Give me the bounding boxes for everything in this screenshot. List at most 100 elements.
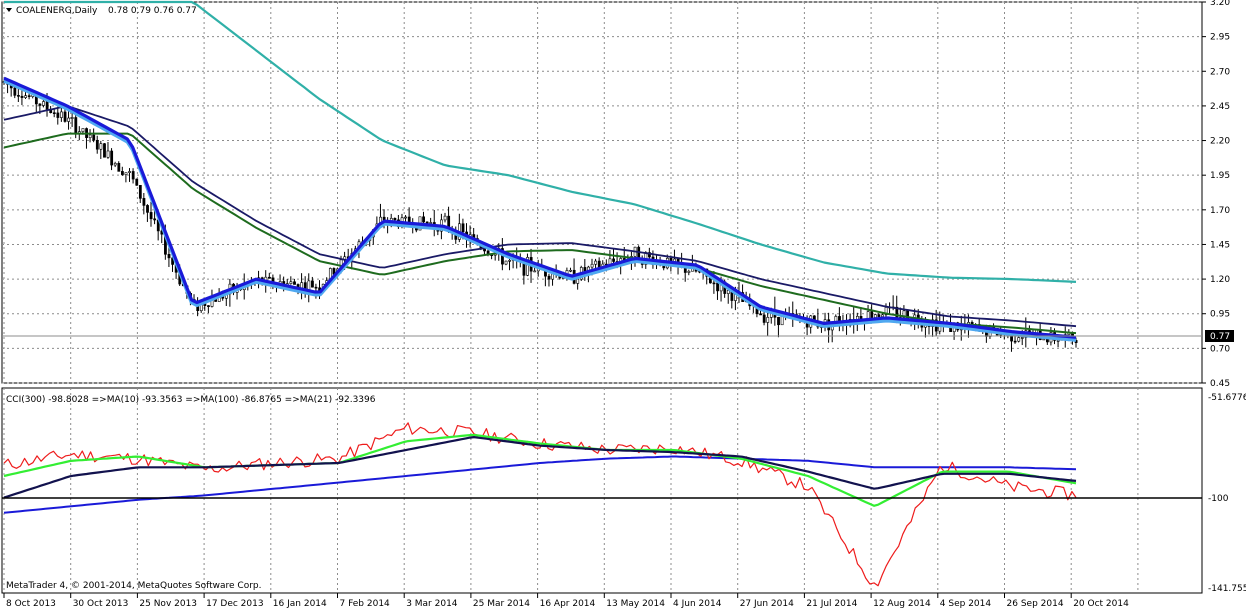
indicator-header: CCI(300) -98.8028 =>MA(10) -93.3563 =>MA… xyxy=(6,395,376,405)
price-tick-label: 1.45 xyxy=(1210,240,1230,250)
time-tick-label: 17 Dec 2013 xyxy=(206,599,264,609)
candle-body xyxy=(146,205,149,213)
price-tick-label: 2.20 xyxy=(1210,137,1230,147)
time-tick-label: 27 Jun 2014 xyxy=(740,599,794,609)
candle-body xyxy=(167,253,171,259)
main-panel-frame xyxy=(1,1,1203,384)
time-tick-label: 26 Sep 2014 xyxy=(1007,599,1064,609)
price-tick-label: 0.45 xyxy=(1210,379,1230,389)
candle-body xyxy=(576,278,580,284)
candle-body xyxy=(404,216,408,219)
candle-body xyxy=(88,134,92,138)
candle-body xyxy=(207,305,210,307)
time-tick-label: 3 Mar 2014 xyxy=(406,599,458,609)
candle-body xyxy=(1017,337,1021,342)
indicator-top-value: -51.6776 xyxy=(1208,393,1246,403)
candle-body xyxy=(128,171,131,173)
ma-mid-line xyxy=(3,105,1077,328)
candle-body xyxy=(590,263,594,268)
candle-body xyxy=(70,117,74,119)
candle-body xyxy=(124,172,128,175)
time-tick-label: 16 Apr 2014 xyxy=(540,599,596,609)
candle-body xyxy=(24,95,28,98)
candle-body xyxy=(716,282,719,292)
candle-body xyxy=(135,178,139,186)
time-tick-label: 12 Aug 2014 xyxy=(873,599,931,609)
price-tick-label: 1.95 xyxy=(1210,171,1230,181)
cci-line xyxy=(3,422,1077,587)
price-tick-label: 2.70 xyxy=(1210,67,1230,77)
symbol-title: COALENERG,Daily xyxy=(16,6,98,16)
ma-fast-line xyxy=(3,76,1077,339)
candle-body xyxy=(726,290,730,294)
candle-body xyxy=(13,87,17,96)
price-tick-label: 3.20 xyxy=(1210,0,1230,8)
current-price-label: 0.77 xyxy=(1210,332,1230,342)
candle-body xyxy=(268,276,271,279)
candle-body xyxy=(289,281,293,284)
candle-body xyxy=(425,221,429,224)
candle-body xyxy=(103,143,106,158)
candle-body xyxy=(153,218,157,221)
price-tick-label: 2.45 xyxy=(1210,102,1230,112)
time-tick-label: 21 Jul 2014 xyxy=(806,599,857,609)
candle-body xyxy=(307,280,311,291)
price-moving-averages xyxy=(3,0,1077,342)
candle-body xyxy=(99,143,103,150)
ohlc-values: 0.78 0.79 0.76 0.77 xyxy=(108,6,197,16)
candle-body xyxy=(63,111,67,122)
candle-body xyxy=(422,216,425,223)
candle-body xyxy=(56,112,60,118)
candle-body xyxy=(759,313,762,316)
candle-body xyxy=(766,317,770,323)
candle-body xyxy=(81,128,85,132)
candle-body xyxy=(1042,338,1046,341)
price-tick-label: 1.70 xyxy=(1210,206,1230,216)
candle-body xyxy=(443,215,447,221)
candle-body xyxy=(38,103,42,106)
candle-body xyxy=(311,280,314,288)
candle-body xyxy=(687,270,691,273)
candle-body xyxy=(17,95,20,97)
candle-body xyxy=(20,95,24,98)
time-tick-label: 7 Feb 2014 xyxy=(340,599,391,609)
candle-body xyxy=(508,260,512,262)
candle-body xyxy=(1020,337,1024,339)
indicator-panel-frame xyxy=(1,387,1203,594)
time-tick-label: 16 Jan 2014 xyxy=(273,599,327,609)
menu-triangle-icon[interactable] xyxy=(6,8,12,12)
time-tick-label: 13 May 2014 xyxy=(606,599,665,609)
candle-body xyxy=(533,270,537,273)
time-tick-label: 25 Nov 2013 xyxy=(139,599,197,609)
candle-body xyxy=(762,314,766,323)
candle-body xyxy=(117,163,121,172)
candle-body xyxy=(777,317,780,326)
candle-body xyxy=(504,260,508,265)
indicator-grid xyxy=(3,388,1139,593)
candle-body xyxy=(594,260,598,265)
candle-body xyxy=(877,314,881,317)
time-axis: 8 Oct 2013 30 Oct 2013 25 Nov 2013 17 Dec 2… xyxy=(3,593,1129,609)
ma-olive-line xyxy=(3,132,1077,335)
candle-body xyxy=(429,222,433,224)
current-price-box xyxy=(1205,330,1234,342)
ma-slow-line xyxy=(4,0,1077,283)
candle-body xyxy=(1056,340,1060,342)
candle-body xyxy=(712,282,716,285)
candle-body xyxy=(149,212,153,220)
indicator-level-label: -100 xyxy=(1208,494,1229,504)
candle-body xyxy=(461,223,465,233)
time-tick-label: 4 Jun 2014 xyxy=(673,599,722,609)
price-tick-label: 0.95 xyxy=(1210,310,1230,320)
main-grid xyxy=(2,1,1202,384)
time-tick-label: 30 Oct 2013 xyxy=(73,599,129,609)
candle-body xyxy=(293,281,296,285)
candle-body xyxy=(110,150,114,166)
candle-body xyxy=(113,163,117,166)
candle-body xyxy=(547,275,551,280)
candle-body xyxy=(42,101,45,106)
candle-body xyxy=(131,171,135,180)
candle-body xyxy=(52,112,56,115)
